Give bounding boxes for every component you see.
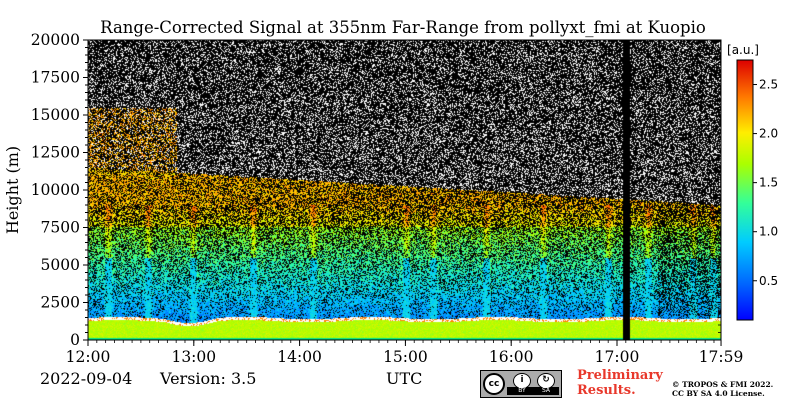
x-tick-label: 17:00	[595, 348, 640, 366]
preliminary-notice: Preliminary Results.	[577, 368, 663, 398]
copyright-line-1: © TROPOS & FMI 2022.	[672, 380, 774, 389]
license-strip	[507, 387, 559, 395]
y-tick-label: 17500	[31, 69, 80, 87]
colorbar-tick-label: 1.0	[759, 225, 778, 239]
cc-logo-icon: cc	[483, 373, 505, 395]
x-axis-ticks: 12:00 13:00 14:00 15:00 16:00 17:00 17:59	[66, 40, 744, 366]
chart-title: Range-Corrected Signal at 355nm Far-Rang…	[100, 18, 706, 37]
sa-share-icon: ↻	[537, 373, 555, 389]
y-tick-label: 5000	[41, 256, 80, 274]
by-person-icon: i	[513, 373, 531, 389]
copyright-line-2: CC BY SA 4.0 License.	[672, 389, 765, 398]
colorbar-unit: [a.u.]	[727, 43, 759, 57]
x-tick-label: 17:59	[699, 348, 744, 366]
x-tick-label: 13:00	[171, 348, 216, 366]
colorbar-ticks: 0.5 1.0 1.5 2.0 2.5	[753, 78, 778, 288]
x-tick-label: 16:00	[489, 348, 534, 366]
y-axis-ticks: 0 2500 5000 7500 10000 12500 15000 17500 20000	[31, 31, 721, 349]
copyright-notice: © TROPOS & FMI 2022. CC BY SA 4.0 Licens…	[672, 380, 773, 398]
colorbar-tick-label: 1.5	[759, 176, 778, 190]
colorbar-tick-label: 2.0	[759, 127, 778, 141]
x-tick-label: 12:00	[66, 348, 111, 366]
x-axis-label: UTC	[386, 369, 423, 388]
y-tick-label: 7500	[41, 219, 80, 237]
y-tick-label: 10000	[31, 181, 80, 199]
y-axis-label: Height (m)	[3, 146, 22, 234]
x-tick-label: 14:00	[277, 348, 322, 366]
license-by-label: BY	[518, 387, 526, 394]
preliminary-line-1: Preliminary	[577, 368, 663, 383]
y-tick-label: 2500	[41, 294, 80, 312]
x-tick-label: 15:00	[383, 348, 428, 366]
date-label: 2022-09-04	[40, 369, 133, 388]
y-tick-label: 0	[70, 331, 80, 349]
colorbar-tick-label: 2.5	[759, 78, 778, 92]
cc-license-badge: cc i ↻ BY SA	[480, 370, 562, 398]
y-tick-label: 12500	[31, 144, 80, 162]
version-label: Version: 3.5	[160, 369, 257, 388]
license-sa-label: SA	[541, 387, 551, 394]
colorbar-tick-label: 0.5	[759, 274, 778, 288]
y-tick-label: 20000	[31, 31, 80, 49]
y-tick-label: 15000	[31, 106, 80, 124]
preliminary-line-2: Results.	[577, 383, 636, 398]
colorbar	[736, 59, 754, 321]
signal-heatmap	[88, 40, 721, 340]
